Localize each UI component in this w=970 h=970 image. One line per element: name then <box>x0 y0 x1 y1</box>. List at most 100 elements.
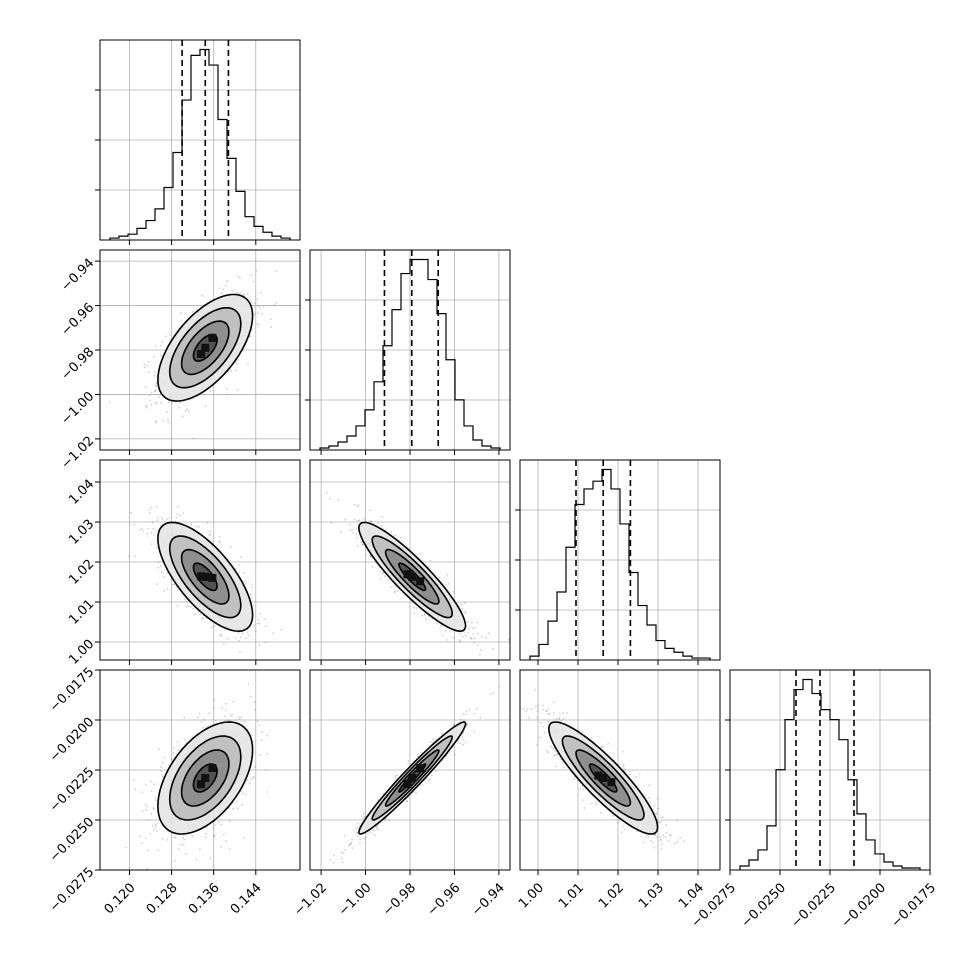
scatter-point <box>255 270 258 272</box>
panel-frame <box>99 669 301 871</box>
scatter-point <box>258 724 261 726</box>
scatter-point <box>153 371 156 374</box>
contour-line <box>168 535 242 619</box>
scatter-point <box>353 518 356 521</box>
scatter-point <box>325 491 328 494</box>
scatter-point <box>179 320 182 323</box>
scatter-point <box>234 637 237 639</box>
scatter-point <box>168 334 171 336</box>
scatter-point <box>266 734 269 737</box>
scatter-point <box>219 541 222 544</box>
scatter-point <box>162 575 165 578</box>
y-tick-label: −0.0175 <box>47 665 97 715</box>
scatter-point <box>160 571 163 574</box>
scatter-point <box>244 247 246 249</box>
scatter-point <box>145 404 148 407</box>
scatter-point <box>492 648 494 650</box>
scatter-point <box>253 777 255 779</box>
scatter-point <box>243 580 246 583</box>
scatter-point <box>254 671 256 673</box>
scatter-point <box>213 699 216 702</box>
scatter-point <box>270 326 273 329</box>
scatter-point <box>275 270 278 273</box>
scatter-point <box>362 812 365 815</box>
scatter-point <box>473 712 476 715</box>
scatter-point <box>155 403 157 405</box>
scatter-point <box>166 571 169 574</box>
scatter-point <box>145 364 148 367</box>
scatter-point <box>590 737 593 739</box>
scatter-point <box>158 748 160 751</box>
scatter-point <box>228 848 231 850</box>
y-tick-label: 1.04 <box>66 477 97 508</box>
scatter-point <box>261 730 263 733</box>
scatter-point <box>445 639 448 641</box>
scatter-point <box>209 533 212 536</box>
scatter-point <box>159 564 162 567</box>
scatter-point <box>487 632 490 635</box>
scatter-point <box>250 778 253 781</box>
scatter-point <box>192 310 194 313</box>
scatter-point <box>250 583 253 586</box>
scatter-point <box>361 543 363 546</box>
scatter-point <box>225 281 228 283</box>
scatter-point <box>475 708 478 711</box>
scatter-point <box>253 302 256 304</box>
scatter-point <box>163 590 165 592</box>
scatter-point <box>548 712 550 715</box>
scatter-point <box>188 410 190 413</box>
scatter-point <box>229 368 232 371</box>
panel-3-2 <box>519 669 721 875</box>
scatter-point <box>209 857 212 860</box>
scatter-point <box>206 521 209 524</box>
scatter-point <box>150 391 153 394</box>
scatter-point <box>573 778 576 780</box>
scatter-point <box>453 723 455 725</box>
scatter-point <box>355 527 358 530</box>
scatter-point <box>154 345 157 347</box>
scatter-point <box>234 568 237 570</box>
scatter-point <box>232 807 235 810</box>
scatter-point <box>369 831 372 834</box>
scatter-point <box>340 857 343 860</box>
scatter-point <box>560 720 562 722</box>
scatter-point <box>558 717 561 720</box>
scatter-point <box>210 626 213 628</box>
scatter-point <box>214 824 217 826</box>
scatter-point <box>457 740 460 743</box>
scatter-point <box>393 591 396 593</box>
scatter-point <box>148 371 151 374</box>
scatter-point <box>218 536 221 538</box>
scatter-point <box>367 832 369 835</box>
scatter-point <box>177 327 180 329</box>
scatter-point <box>146 805 149 808</box>
density-peak <box>201 774 210 782</box>
scatter-point <box>155 420 157 423</box>
contour-line <box>168 307 242 389</box>
scatter-point <box>184 738 186 741</box>
scatter-point <box>250 274 253 277</box>
scatter-point <box>621 750 624 753</box>
scatter-point <box>236 389 239 391</box>
scatter-point <box>388 819 390 822</box>
density-peak <box>416 577 425 586</box>
scatter-point <box>272 632 275 635</box>
scatter-point <box>235 719 238 721</box>
scatter-point <box>152 534 155 536</box>
scatter-point <box>427 615 430 618</box>
scatter-point <box>155 385 157 388</box>
density-peak <box>208 764 217 772</box>
scatter-point <box>413 612 416 615</box>
scatter-point <box>344 518 346 521</box>
scatter-point <box>192 835 194 838</box>
scatter-point <box>231 713 233 716</box>
scatter-point <box>464 713 467 716</box>
scatter-point <box>373 829 375 832</box>
scatter-point <box>547 751 549 754</box>
scatter-point <box>474 626 477 629</box>
scatter-point <box>213 835 215 838</box>
scatter-point <box>464 634 467 637</box>
scatter-point <box>223 642 225 645</box>
scatter-point <box>247 634 250 637</box>
scatter-point <box>377 828 380 831</box>
